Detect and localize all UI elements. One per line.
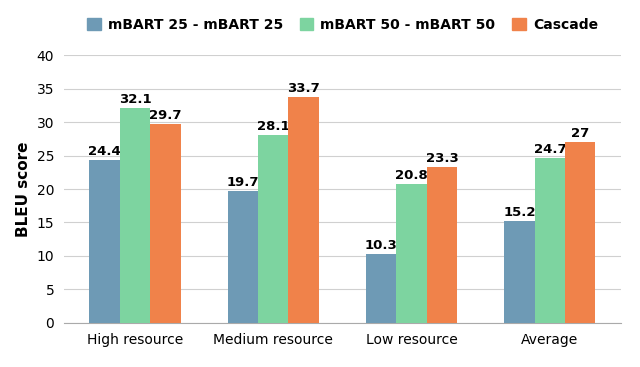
Bar: [228, 191, 258, 323]
Text: 27: 27: [571, 127, 589, 140]
Bar: [258, 135, 289, 323]
Text: 15.2: 15.2: [503, 206, 536, 219]
Bar: [366, 254, 396, 323]
Bar: [504, 221, 534, 323]
Text: 23.3: 23.3: [426, 152, 458, 165]
Bar: [534, 157, 565, 323]
Legend: mBART 25 - mBART 25, mBART 50 - mBART 50, Cascade: mBART 25 - mBART 25, mBART 50 - mBART 50…: [83, 14, 602, 36]
Bar: [90, 160, 120, 323]
Text: 10.3: 10.3: [365, 239, 397, 252]
Bar: [150, 124, 180, 323]
Bar: [396, 184, 427, 323]
Bar: [427, 167, 457, 323]
Bar: [120, 108, 150, 323]
Text: 28.1: 28.1: [257, 120, 289, 133]
Y-axis label: BLEU score: BLEU score: [16, 141, 31, 237]
Text: 29.7: 29.7: [149, 109, 182, 122]
Bar: [565, 142, 595, 323]
Text: 24.4: 24.4: [88, 145, 121, 157]
Text: 20.8: 20.8: [395, 169, 428, 182]
Bar: [289, 97, 319, 323]
Text: 32.1: 32.1: [118, 93, 151, 106]
Text: 33.7: 33.7: [287, 82, 320, 95]
Text: 24.7: 24.7: [534, 142, 566, 156]
Text: 19.7: 19.7: [227, 176, 259, 189]
